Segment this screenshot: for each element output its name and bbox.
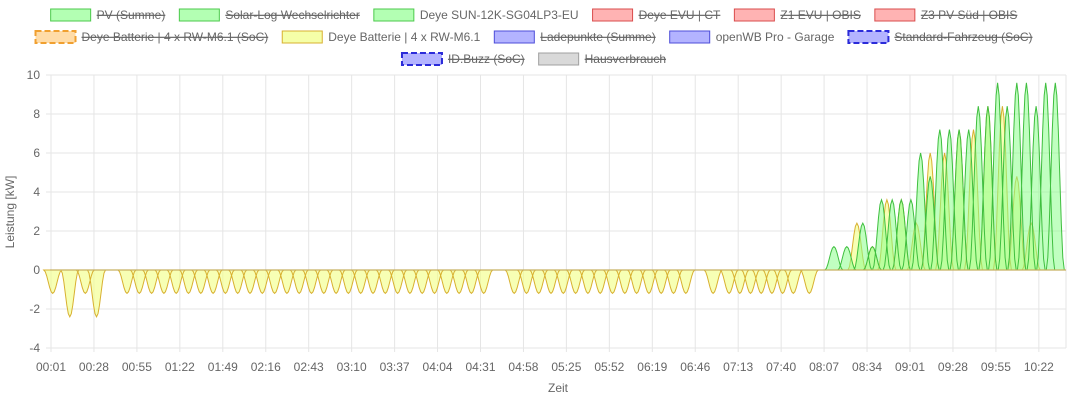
legend-label: Standard-Fahrzeug (SoC)	[894, 30, 1032, 44]
y-axis-label: Leistung [kW]	[3, 176, 17, 249]
legend-swatch	[592, 8, 634, 22]
legend-swatch	[847, 30, 890, 44]
legend-swatch	[733, 8, 775, 22]
y-tick-label: 4	[33, 185, 40, 199]
x-tick-label: 09:28	[938, 360, 968, 374]
legend-swatch	[400, 52, 443, 66]
legend: PV (Summe) Solar-Log Wechselrichter Deye S…	[34, 8, 1033, 66]
x-tick-label: 03:10	[337, 360, 367, 374]
x-tick-label: 08:07	[809, 360, 839, 374]
legend-label: Z1 EVU | OBIS	[780, 8, 860, 22]
x-tick-label: 08:34	[852, 360, 882, 374]
x-tick-label: 05:52	[594, 360, 624, 374]
x-axis: 00:01 00:28 00:55 01:22 01:49 02:16 02:43 03:10…	[36, 360, 1054, 374]
legend-swatch	[178, 8, 220, 22]
x-tick-label: 07:40	[766, 360, 796, 374]
x-tick-label: 00:01	[36, 360, 66, 374]
plot-area	[42, 82, 1066, 318]
legend-item[interactable]: Deye SUN-12K-SG04LP3-EU	[373, 8, 579, 22]
legend-label: Z3 PV Süd | OBIS	[921, 8, 1018, 22]
legend-label: Solar-Log Wechselrichter	[225, 8, 360, 22]
legend-label: Deye Batterie | 4 x RW-M6.1	[328, 30, 480, 44]
x-tick-label: 01:49	[208, 360, 238, 374]
y-tick-label: 0	[33, 263, 40, 277]
legend-item[interactable]: Ladepunkte (Summe)	[493, 30, 656, 44]
legend-swatch	[669, 30, 711, 44]
y-axis: -4 -2 0 2 4 6 8 10	[27, 68, 41, 355]
legend-item[interactable]: openWB Pro - Garage	[669, 30, 835, 44]
legend-swatch	[373, 8, 415, 22]
legend-item[interactable]: Hausverbrauch	[538, 52, 666, 66]
x-tick-label: 00:28	[79, 360, 109, 374]
x-tick-label: 06:19	[637, 360, 667, 374]
legend-label: Hausverbrauch	[585, 52, 666, 66]
legend-item[interactable]: Z1 EVU | OBIS	[733, 8, 861, 22]
legend-label: ID.Buzz (SoC)	[448, 52, 525, 66]
x-tick-label: 01:22	[165, 360, 195, 374]
legend-swatch	[874, 8, 916, 22]
legend-item[interactable]: PV (Summe)	[50, 8, 166, 22]
x-tick-label: 00:55	[122, 360, 152, 374]
legend-item[interactable]: Standard-Fahrzeug (SoC)	[847, 30, 1033, 44]
x-tick-label: 10:22	[1024, 360, 1054, 374]
x-tick-label: 04:04	[423, 360, 453, 374]
x-tick-label: 04:31	[465, 360, 495, 374]
legend-item[interactable]: ID.Buzz (SoC)	[400, 52, 525, 66]
y-tick-label: -2	[29, 302, 40, 316]
legend-swatch	[493, 30, 535, 44]
legend-swatch	[34, 30, 77, 44]
legend-item[interactable]: Deye Batterie | 4 x RW-M6.1 (SoC)	[34, 30, 269, 44]
x-tick-label: 06:46	[680, 360, 710, 374]
legend-label: openWB Pro - Garage	[716, 30, 835, 44]
legend-swatch	[281, 30, 323, 44]
x-tick-label: 03:37	[380, 360, 410, 374]
x-tick-label: 05:25	[551, 360, 581, 374]
x-tick-label: 09:01	[895, 360, 925, 374]
chart-grid	[46, 74, 1067, 352]
x-tick-label: 02:16	[251, 360, 281, 374]
x-tick-label: 02:43	[294, 360, 324, 374]
legend-label: Deye EVU | CT	[639, 8, 721, 22]
series-pv-area	[50, 82, 1066, 271]
x-tick-label: 07:13	[723, 360, 753, 374]
legend-swatch	[50, 8, 92, 22]
x-tick-label: 04:58	[508, 360, 538, 374]
y-tick-label: 6	[33, 146, 40, 160]
legend-item[interactable]: Solar-Log Wechselrichter	[178, 8, 360, 22]
legend-item[interactable]: Deye Batterie | 4 x RW-M6.1	[281, 30, 481, 44]
legend-label: PV (Summe)	[97, 8, 166, 22]
legend-item[interactable]: Z3 PV Süd | OBIS	[874, 8, 1018, 22]
x-tick-label: 09:55	[981, 360, 1011, 374]
legend-label: Deye Batterie | 4 x RW-M6.1 (SoC)	[82, 30, 269, 44]
y-tick-label: 8	[33, 107, 40, 121]
legend-label: Deye SUN-12K-SG04LP3-EU	[420, 8, 579, 22]
legend-swatch	[538, 52, 580, 66]
y-tick-label: -4	[29, 341, 40, 355]
x-axis-label: Zeit	[548, 381, 569, 395]
legend-label: Ladepunkte (Summe)	[540, 30, 655, 44]
y-tick-label: 10	[27, 68, 41, 82]
legend-item[interactable]: Deye EVU | CT	[592, 8, 721, 22]
y-tick-label: 2	[33, 224, 40, 238]
